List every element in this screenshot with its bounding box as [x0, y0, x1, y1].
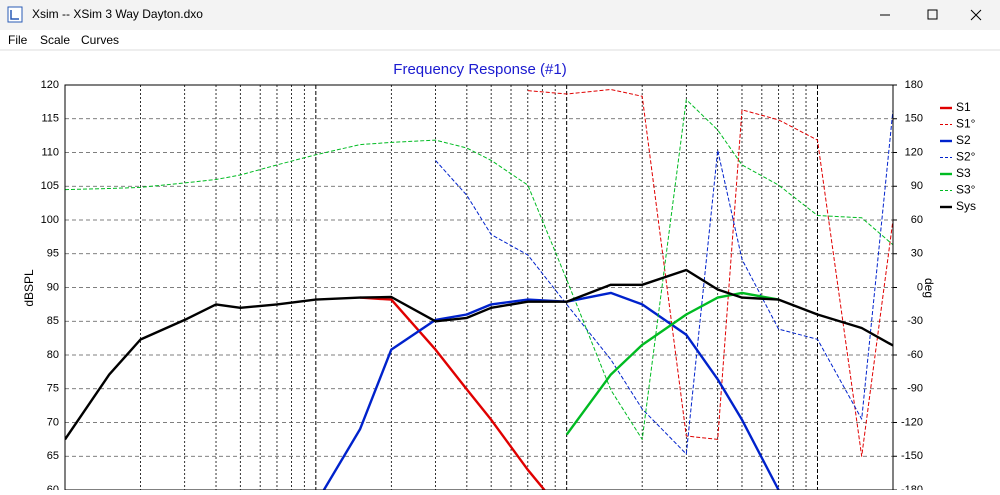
- y2-tick-label: 180: [905, 79, 923, 91]
- legend-label: S1: [956, 100, 971, 114]
- menu-item[interactable]: Scale: [40, 33, 70, 47]
- legend-label: S2°: [956, 150, 976, 164]
- y-tick-label: 120: [41, 79, 59, 91]
- window-title: Xsim -- XSim 3 Way Dayton.dxo: [32, 7, 203, 21]
- series-line: [527, 89, 893, 457]
- y2-tick-label: 0: [917, 281, 923, 293]
- menu-bar: [0, 30, 1000, 50]
- y2-tick-label: -180: [901, 484, 923, 490]
- y-tick-label: 105: [41, 180, 59, 192]
- legend-label: Sys: [956, 199, 976, 213]
- y-tick-label: 80: [47, 349, 59, 361]
- y-axis-label: dBSPL: [22, 269, 36, 307]
- chart-title: Frequency Response (#1): [393, 61, 566, 78]
- y2-tick-label: -150: [901, 450, 923, 462]
- series-group: [65, 89, 893, 490]
- y2-tick-label: 120: [905, 146, 923, 158]
- y2-tick-label: -120: [901, 416, 923, 428]
- y-tick-label: 110: [41, 146, 59, 158]
- series-line: [65, 268, 893, 441]
- y2-tick-label: 60: [911, 214, 923, 226]
- y-tick-label: 75: [47, 383, 59, 395]
- y-tick-label: 115: [41, 113, 59, 125]
- series-line: [359, 296, 547, 490]
- legend-label: S3°: [956, 183, 976, 197]
- y2-tick-label: 30: [911, 248, 923, 260]
- menu-item[interactable]: Curves: [81, 33, 119, 47]
- y2-axis-label: deg: [922, 278, 936, 298]
- y-tick-label: 100: [41, 214, 59, 226]
- y2-tick-label: -90: [907, 383, 923, 395]
- window-controls[interactable]: [880, 9, 982, 21]
- legend-label: S3: [956, 166, 971, 180]
- y2-tick-label: 150: [905, 113, 923, 125]
- menu-item[interactable]: File: [8, 33, 28, 47]
- legend-label: S2: [956, 133, 971, 147]
- legend-label: S1°: [956, 117, 976, 131]
- y-tick-label: 85: [47, 315, 59, 327]
- y2-tick-label: -60: [907, 349, 923, 361]
- y2-tick-label: 90: [911, 180, 923, 192]
- series-line: [435, 109, 893, 455]
- y-tick-label: 65: [47, 450, 59, 462]
- y-tick-label: 70: [47, 416, 59, 428]
- y-tick-label: 90: [47, 281, 59, 293]
- y-tick-label: 95: [47, 248, 59, 260]
- series-line: [565, 291, 779, 436]
- y-tick-label: 60: [47, 484, 59, 490]
- series-line: [65, 99, 893, 440]
- y2-tick-label: -30: [907, 315, 923, 327]
- title-bar: [0, 0, 1000, 30]
